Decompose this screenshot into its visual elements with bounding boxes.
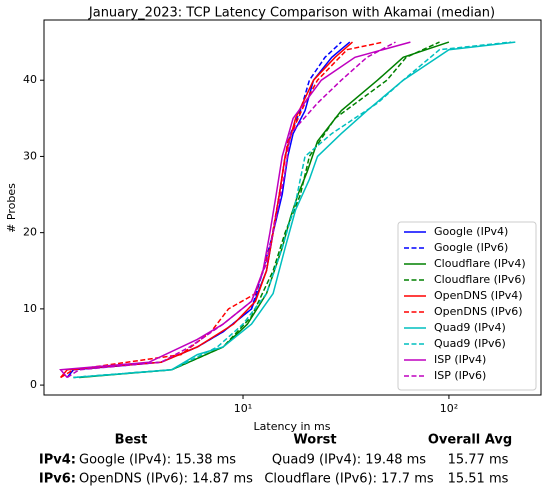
- avg-cell: 15.77 ms: [448, 453, 509, 468]
- legend-label: Quad9 (IPv4): [434, 321, 506, 334]
- legend-label: Google (IPv6): [434, 241, 508, 254]
- legend-label: Google (IPv4): [434, 225, 508, 238]
- series-line: [73, 41, 440, 379]
- summary-table: Best Worst Overall Avg IPv4: Google (IPv4): …: [39, 433, 512, 487]
- legend-label: Cloudflare (IPv4): [434, 257, 526, 270]
- row-label: IPv6:: [39, 472, 76, 487]
- row-label: IPv4:: [39, 453, 76, 468]
- worst-cell: Cloudflare (IPv6): 17.7 ms: [264, 472, 434, 487]
- y-tick-label: 20: [23, 226, 37, 239]
- legend-box: [397, 221, 537, 391]
- series-line: [73, 41, 511, 379]
- plot: 0 10 20 30 40 10¹ 10²: [23, 41, 516, 415]
- y-tick-label: 0: [30, 378, 37, 391]
- x-tick-label: 10¹: [234, 402, 252, 415]
- worst-cell: Quad9 (IPv4): 19.48 ms: [272, 453, 426, 468]
- series-line: [59, 41, 411, 378]
- chart-title: January_2023: TCP Latency Comparison wit…: [88, 6, 495, 21]
- legend-label: Quad9 (IPv6): [434, 337, 506, 350]
- legend-label: Cloudflare (IPv6): [434, 273, 526, 286]
- x-tick-label: 10²: [440, 402, 458, 415]
- legend-label: ISP (IPv6): [434, 369, 486, 382]
- y-tick-label: 30: [23, 149, 37, 162]
- legend-label: OpenDNS (IPv4): [434, 289, 523, 302]
- series-line: [60, 41, 353, 378]
- table-header: Best: [115, 433, 148, 448]
- y-tick-label: 10: [23, 302, 37, 315]
- legend-label: ISP (IPv4): [434, 353, 486, 366]
- table-header: Worst: [293, 433, 336, 448]
- best-cell: Google (IPv4): 15.38 ms: [79, 453, 236, 468]
- y-tick-label: 40: [23, 73, 37, 86]
- legend: Google (IPv4) Google (IPv6) Cloudflare (IP…: [397, 221, 537, 391]
- table-header: Overall Avg: [428, 433, 512, 448]
- legend-label: OpenDNS (IPv6): [434, 305, 523, 318]
- best-cell: OpenDNS (IPv6): 14.87 ms: [79, 472, 253, 487]
- x-axis-label: Latency in ms: [254, 420, 331, 433]
- avg-cell: 15.51 ms: [448, 472, 509, 487]
- series-line: [66, 41, 342, 378]
- series-line: [66, 41, 396, 379]
- axes-frame: [43, 19, 542, 396]
- y-axis-label: # Probes: [5, 183, 18, 233]
- series-line: [60, 41, 384, 379]
